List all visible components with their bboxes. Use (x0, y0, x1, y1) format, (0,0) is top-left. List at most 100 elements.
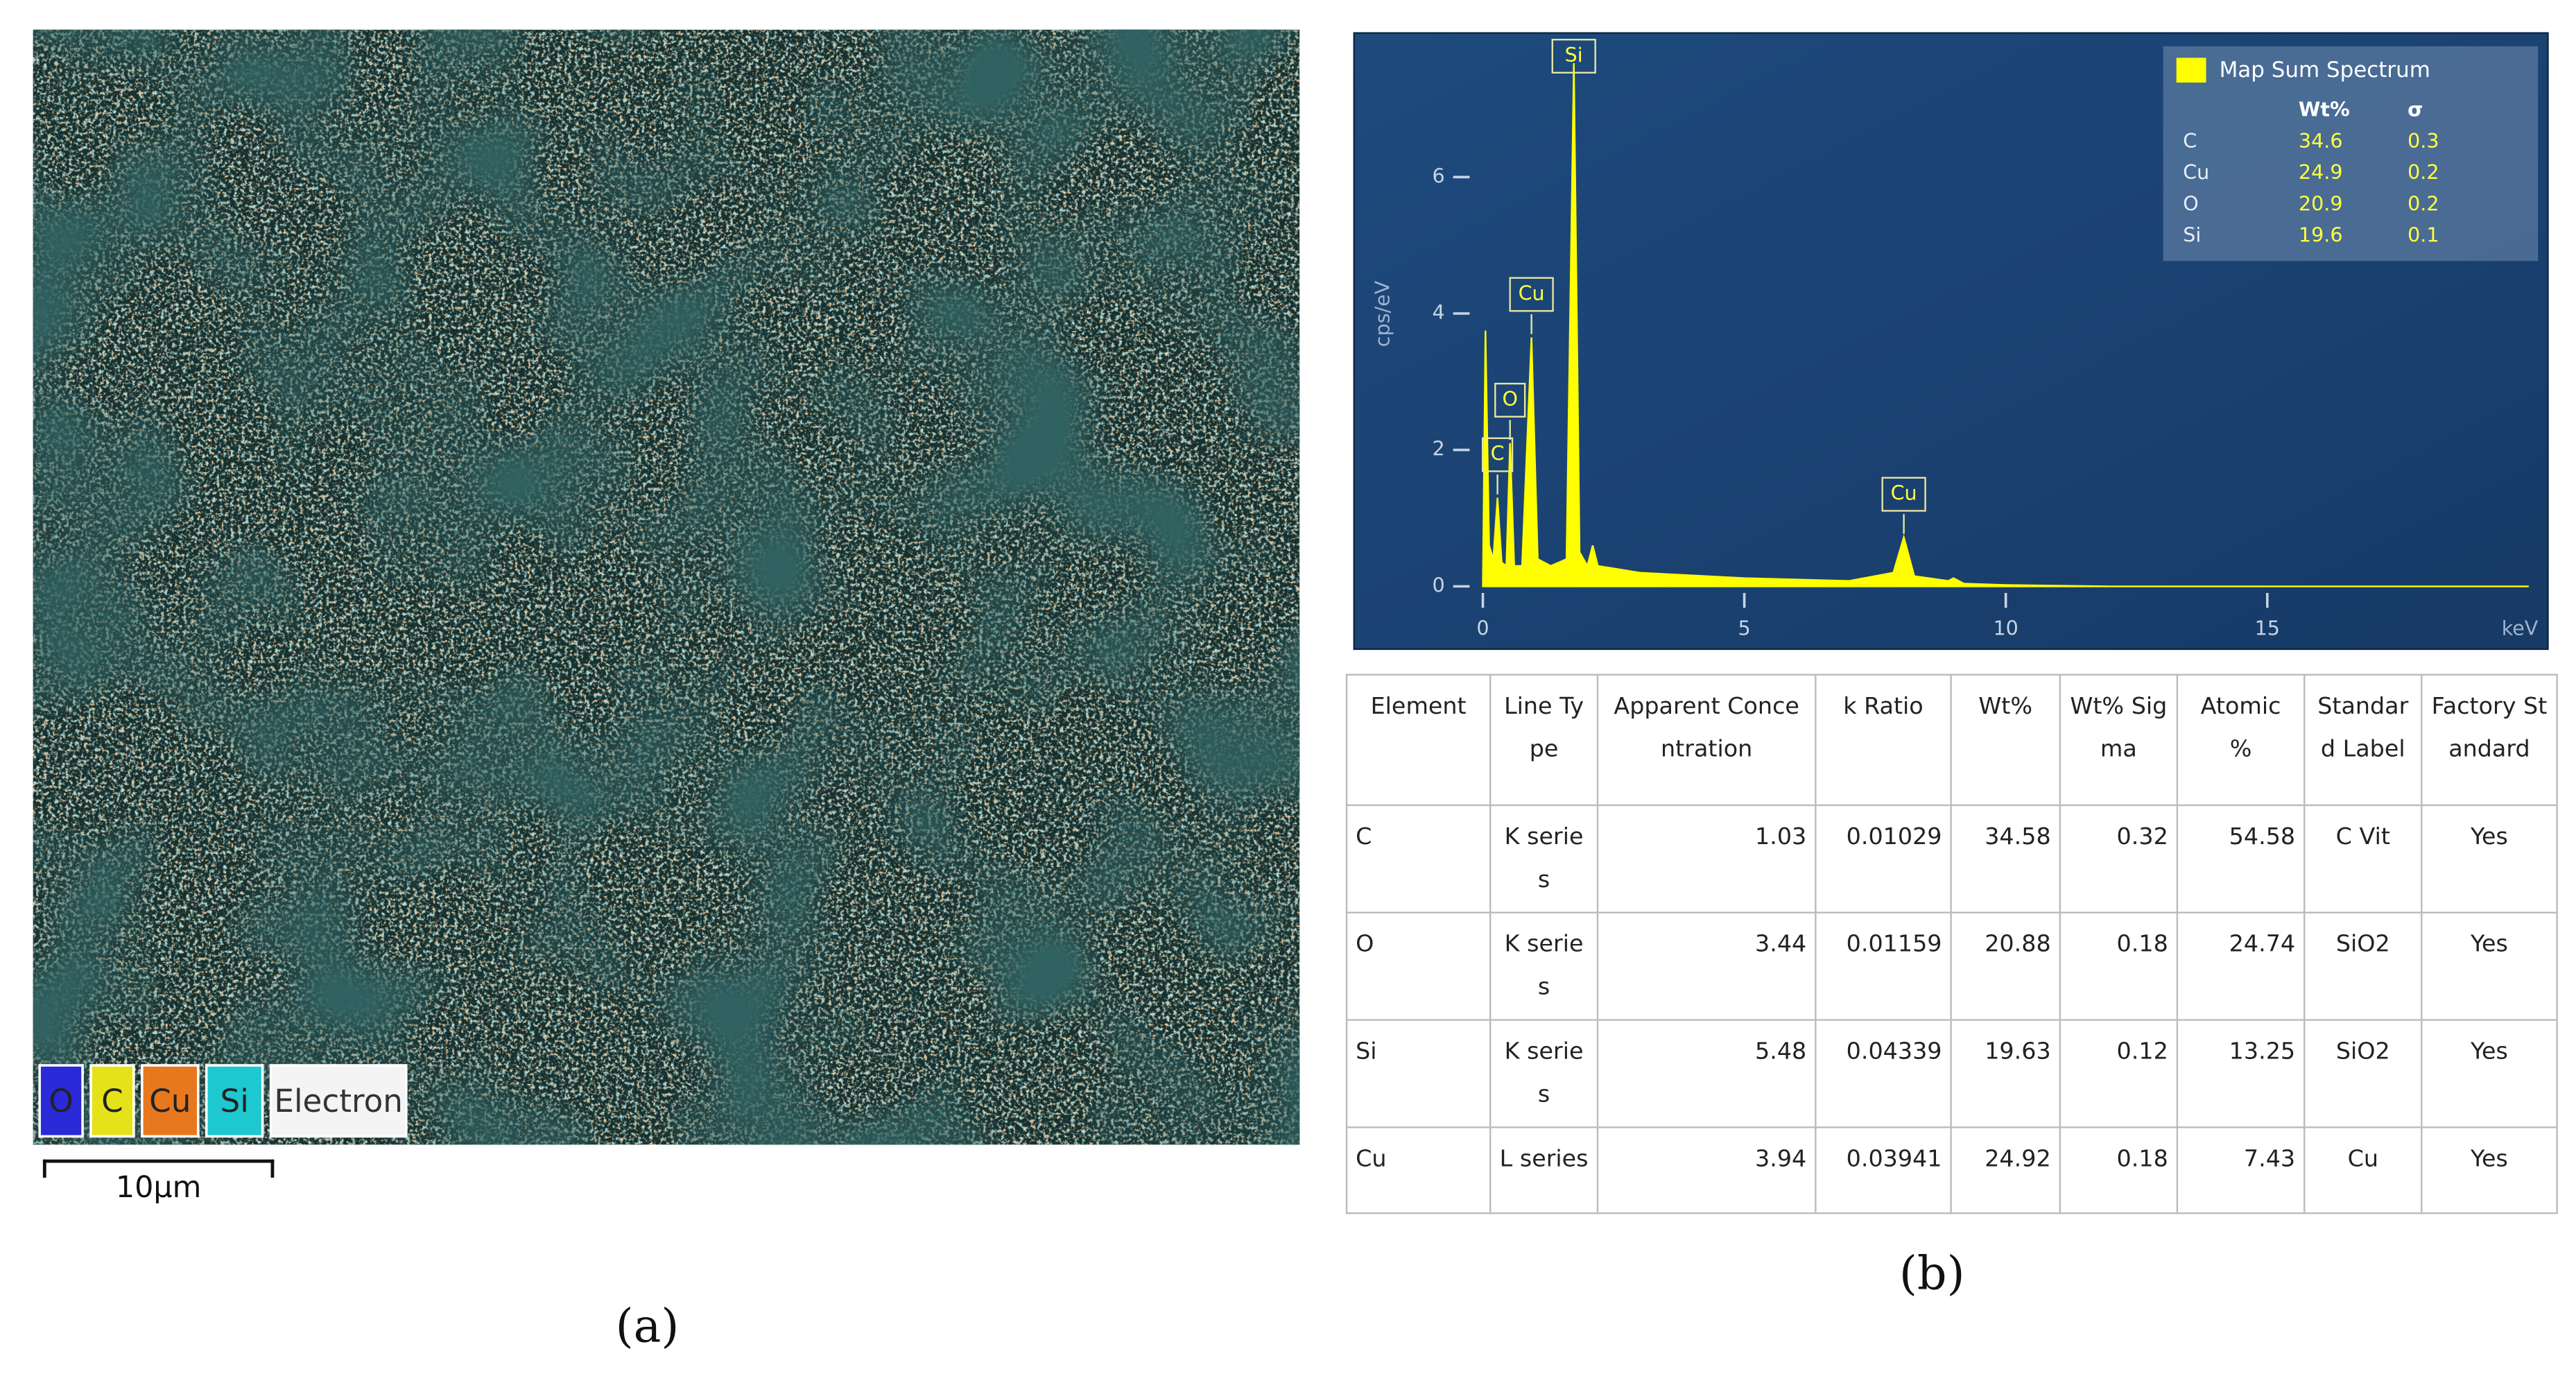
table-cell: C Vit (2303, 804, 2423, 913)
map-legend-label: Electron (274, 1083, 403, 1119)
peak-label: C (1491, 442, 1505, 465)
legend-cell: 0.2 (2408, 160, 2439, 184)
legend-cell: Cu (2183, 160, 2209, 184)
table-cell: C (1345, 804, 1492, 913)
map-legend-label: O (49, 1083, 74, 1119)
legend-cell: 19.6 (2299, 223, 2343, 247)
scale-bar-label: 10μm (116, 1170, 202, 1205)
column-header: Factory Standard (2421, 673, 2558, 807)
table-cell: 34.58 (1950, 804, 2061, 913)
table-cell: 0.18 (2059, 911, 2179, 1021)
legend-swatch (2176, 58, 2206, 83)
table-cell: K series (1489, 911, 1599, 1021)
legend-cell: 0.3 (2408, 129, 2439, 153)
x-tick-label: 5 (1738, 616, 1750, 639)
x-axis-label: keV (2502, 616, 2539, 639)
table-cell: 19.63 (1950, 1019, 2061, 1128)
table-cell: 7.43 (2176, 1126, 2306, 1214)
table-cell: SiO2 (2303, 1019, 2423, 1128)
legend-cell: 24.9 (2299, 160, 2343, 184)
table-header: Element Line Type Apparent Concentration k … (1345, 673, 2558, 807)
legend-cell: 34.6 (2299, 129, 2343, 153)
table-cell: 0.03941 (1815, 1126, 1952, 1214)
map-legend-swatch (89, 1064, 135, 1138)
column-header: Wt% (1950, 673, 2061, 807)
table-cell: Yes (2421, 1019, 2558, 1128)
table-cell: 24.74 (2176, 911, 2306, 1021)
table-cell: SiO2 (2303, 911, 2423, 1021)
legend-cell: 20.9 (2299, 191, 2343, 215)
y-tick-label: 6 (1433, 164, 1445, 187)
spectrum-area (1482, 63, 2529, 587)
column-header: Standard Label (2303, 673, 2423, 807)
column-header: Wt% Sigma (2059, 673, 2179, 807)
map-legend-label: Si (221, 1083, 249, 1119)
y-tick-label: 4 (1433, 300, 1445, 324)
peak-label: Cu (1891, 481, 1917, 505)
table-cell: 0.18 (2059, 1126, 2179, 1214)
peak-label-box (1509, 277, 1554, 312)
table-row: Cu L series 3.94 0.03941 24.92 0.18 7.43 Cu Yes (1345, 1126, 2558, 1214)
column-header: Apparent Concentration (1596, 673, 1817, 807)
table-cell: K series (1489, 1019, 1599, 1128)
table-cell: Cu (1345, 1126, 1492, 1214)
table-cell: 24.92 (1950, 1126, 2061, 1214)
legend-label: Map Sum Spectrum (2220, 58, 2430, 83)
legend-column-header: σ (2408, 98, 2423, 121)
map-legend-swatch (205, 1064, 264, 1138)
table-cell: Yes (2421, 804, 2558, 913)
column-header: Line Type (1489, 673, 1599, 807)
map-texture (33, 29, 1300, 1145)
table-cell: 13.25 (2176, 1019, 2306, 1128)
table-row: Si K series 5.48 0.04339 19.63 0.12 13.25 SiO2 Y… (1345, 1019, 2558, 1128)
peak-label-box (1481, 437, 1514, 472)
table-cell: Yes (2421, 911, 2558, 1021)
table-cell: Yes (2421, 1126, 2558, 1214)
peak-label: Cu (1519, 281, 1545, 304)
legend-cell: 0.2 (2408, 191, 2439, 215)
legend-cell: O (2183, 191, 2198, 215)
y-tick-label: 0 (1433, 573, 1445, 596)
spectrum: 0 2 4 6 0 5 10 15 Si Cu O C Cu (1433, 38, 2529, 639)
legend-cell: Si (2183, 223, 2201, 247)
map-legend-label: Cu (149, 1083, 191, 1119)
x-tick-label: 15 (2255, 616, 2280, 639)
spectrum-legend-content: Map Sum Spectrum Wt% σ C 34.6 0.3 Cu 24.9 0.2 O 20… (2176, 58, 2439, 247)
table-cell: 3.94 (1596, 1126, 1817, 1214)
map-legend-label: C (101, 1083, 123, 1119)
peak-label-box (1551, 38, 1596, 74)
table-cell: 54.58 (2176, 804, 2306, 913)
spectrum-legend (2163, 46, 2539, 261)
table-cell: K series (1489, 804, 1599, 913)
table-cell: L series (1489, 1126, 1599, 1214)
table-cell: 0.01029 (1815, 804, 1952, 913)
column-header: Element (1345, 673, 1492, 807)
caption: (b) (1899, 1246, 1965, 1300)
table-cell: 20.88 (1950, 911, 2061, 1021)
column-header: k Ratio (1815, 673, 1952, 807)
table-cell: 0.12 (2059, 1019, 2179, 1128)
table-cell: 0.04339 (1815, 1019, 1952, 1128)
y-axis-label: cps/eV (1371, 280, 1394, 347)
caption: (a) (616, 1299, 680, 1353)
map-legend: O C Cu Si Electron (38, 1064, 408, 1138)
map-legend-swatch (38, 1064, 84, 1138)
table-cell: 0.01159 (1815, 911, 1952, 1021)
table-cell: 3.44 (1596, 911, 1817, 1021)
table-cell: Si (1345, 1019, 1492, 1128)
legend-column-header: Wt% (2299, 98, 2350, 121)
map-legend-swatch (269, 1064, 408, 1138)
table-cell: Cu (2303, 1126, 2423, 1214)
x-tick-label: 0 (1476, 616, 1489, 639)
table-cell: 0.32 (2059, 804, 2179, 913)
x-tick-label: 10 (1994, 616, 2019, 639)
table-cell: 5.48 (1596, 1019, 1817, 1128)
map-legend-swatch (141, 1064, 200, 1138)
legend-cell: C (2183, 129, 2197, 153)
y-tick-label: 2 (1433, 437, 1445, 461)
